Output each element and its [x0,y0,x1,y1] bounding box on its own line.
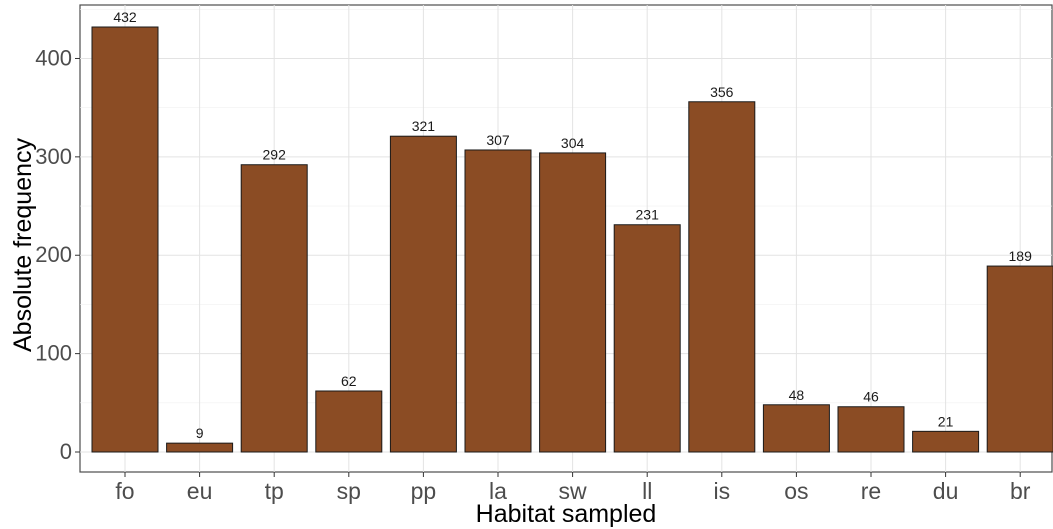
x-tick-label-la: la [489,478,507,504]
x-tick-label-eu: eu [187,478,213,504]
bar-sw [539,152,607,453]
x-tick-label-sp: sp [337,478,361,504]
y-tick-label: 100 [35,341,72,366]
x-tick-label-sw: sw [559,478,588,504]
bar-ll [613,224,681,453]
data-label-sp: 62 [341,373,357,389]
y-axis-title: Absolute frequency [9,137,37,352]
bar-du [912,430,980,453]
x-axis-title: Habitat sampled [476,500,657,528]
x-tick-label-re: re [861,478,881,504]
y-tick-label: 200 [35,242,72,267]
bar-os [762,404,830,453]
data-label-os: 48 [789,387,805,403]
x-tick-label-is: is [713,478,730,504]
y-tick-label: 300 [35,144,72,169]
bar-tp [240,164,308,453]
x-tick-label-du: du [933,478,959,504]
x-tick-label-os: os [784,478,808,504]
bar-br [986,265,1053,453]
x-tick-label-fo: fo [115,478,134,504]
data-label-la: 307 [486,132,510,148]
x-axis-ticks: fo eu tp sp pp la sw ll is os re du br [115,472,1031,504]
y-tick-label: 0 [60,439,72,464]
bar-fo [91,26,159,453]
data-label-br: 189 [1009,248,1033,264]
bar-eu [166,442,234,453]
bar-pp [389,135,457,453]
data-label-re: 46 [863,389,879,405]
data-label-pp: 321 [412,118,436,134]
x-tick-label-pp: pp [411,478,437,504]
data-label-eu: 9 [196,425,204,441]
data-label-tp: 292 [263,147,287,163]
x-tick-label-br: br [1010,478,1031,504]
data-label-ll: 231 [636,207,660,223]
bar-re [837,406,905,453]
bar-sp [315,390,383,453]
data-labels: 432 9 292 62 321 307 304 231 356 48 46 21 189 [113,9,1032,441]
bars [91,26,1053,453]
y-tick-label: 400 [35,45,72,70]
x-tick-label-tp: tp [265,478,284,504]
y-axis-ticks: 0 100 200 300 400 [35,45,80,464]
bar-la [464,149,532,453]
data-label-sw: 304 [561,135,585,151]
x-tick-label-ll: ll [642,478,652,504]
data-label-is: 356 [710,84,734,100]
bar-is [688,101,756,453]
data-label-du: 21 [938,413,954,429]
data-label-fo: 432 [113,9,137,25]
